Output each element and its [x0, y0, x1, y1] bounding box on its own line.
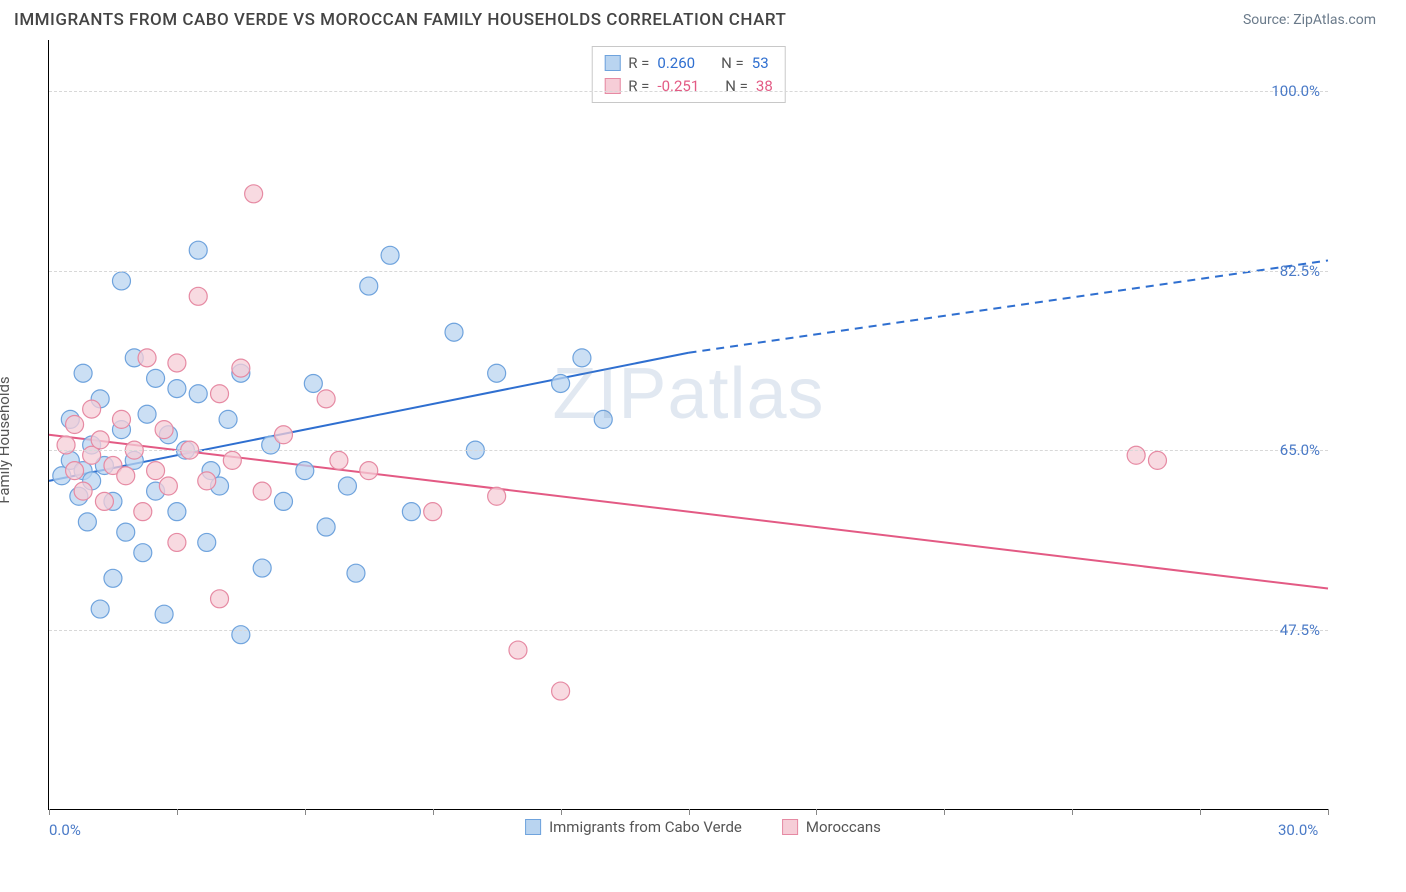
x-tick-mark — [561, 809, 562, 815]
gridline — [49, 450, 1328, 451]
stat-label-n: N = — [721, 52, 744, 75]
y-tick-label: 100.0% — [1271, 82, 1320, 100]
plot-svg — [49, 40, 1328, 809]
chart-container: Family Households R = 0.260 N = 53 R = -… — [14, 40, 1392, 840]
stats-legend-box: R = 0.260 N = 53 R = -0.251 N = 38 — [591, 46, 786, 103]
stat-value-r: 0.260 — [657, 52, 695, 75]
x-tick-mark — [1328, 809, 1329, 815]
x-tick-mark — [689, 809, 690, 815]
chart-title: IMMIGRANTS FROM CABO VERDE VS MOROCCAN F… — [14, 10, 786, 30]
stat-label-r: R = — [628, 52, 649, 75]
x-tick-mark — [1200, 809, 1201, 815]
stat-value-n: 38 — [756, 75, 773, 98]
legend-item: Moroccans — [782, 818, 881, 836]
legend-item: Immigrants from Cabo Verde — [525, 818, 742, 836]
y-axis-label: Family Households — [0, 376, 13, 503]
y-tick-label: 47.5% — [1280, 621, 1320, 639]
legend-label: Moroccans — [806, 818, 881, 836]
x-tick-mark — [49, 809, 50, 815]
swatch-icon — [525, 819, 541, 835]
legend-label: Immigrants from Cabo Verde — [549, 818, 742, 836]
y-tick-label: 82.5% — [1280, 262, 1320, 280]
x-tick-mark — [1072, 809, 1073, 815]
bottom-legend: Immigrants from Cabo Verde Moroccans — [525, 818, 881, 836]
x-tick-mark — [177, 809, 178, 815]
swatch-icon — [782, 819, 798, 835]
x-tick-mark — [944, 809, 945, 815]
y-tick-label: 65.0% — [1280, 441, 1320, 459]
chart-source: Source: ZipAtlas.com — [1243, 12, 1376, 28]
stat-label-n: N = — [725, 75, 748, 98]
gridline — [49, 630, 1328, 631]
x-tick-mark — [433, 809, 434, 815]
x-tick-mark — [305, 809, 306, 815]
stats-row-series-1: R = 0.260 N = 53 — [604, 52, 773, 75]
swatch-icon — [604, 55, 620, 71]
stat-value-r: -0.251 — [657, 75, 699, 98]
x-tick-mark — [816, 809, 817, 815]
stat-value-n: 53 — [752, 52, 769, 75]
gridline — [49, 271, 1328, 272]
stat-label-r: R = — [628, 75, 649, 98]
plot-area: R = 0.260 N = 53 R = -0.251 N = 38 ZIPat… — [48, 40, 1328, 810]
x-tick-label: 0.0% — [49, 821, 81, 839]
stats-row-series-2: R = -0.251 N = 38 — [604, 75, 773, 98]
gridline — [49, 91, 1328, 92]
x-tick-label: 30.0% — [1278, 821, 1318, 839]
